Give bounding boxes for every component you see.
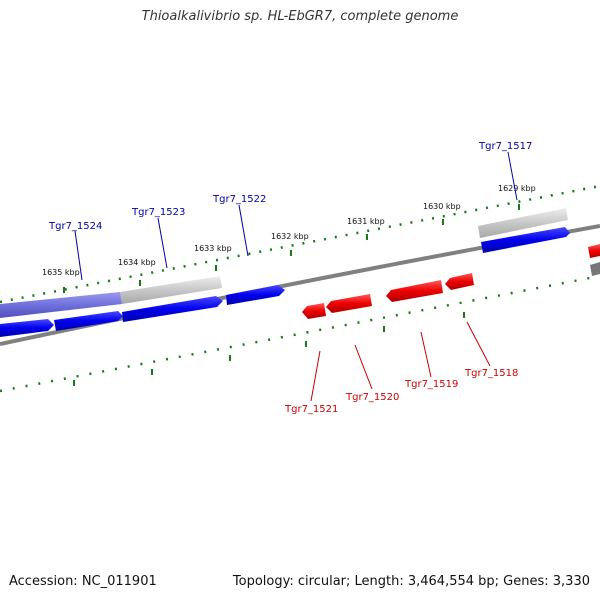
ruler-label: 1634 kbp: [118, 258, 156, 267]
ruler-label: 1629 kbp: [498, 184, 536, 193]
gene-label: Tgr7_1517: [478, 141, 532, 152]
gene-shade-grey-1: [478, 208, 568, 238]
gene-label: Tgr7_1523: [131, 207, 185, 218]
ruler-labels: 1629 kbp 1630 kbp 1631 kbp 1632 kbp 1633…: [42, 184, 536, 277]
gene-tgr7-1523: [122, 296, 223, 322]
gene-tgr7-1518: [445, 273, 474, 290]
gene-edge-right: [588, 244, 600, 258]
gene-edge-grey: [590, 262, 600, 276]
gene-label: Tgr7_1520: [345, 392, 399, 403]
genome-title: Thioalkalivibrio sp. HL-EbGR7, complete …: [141, 9, 459, 24]
gene-fragment-left: [0, 319, 54, 337]
ruler-label: 1631 kbp: [347, 217, 385, 226]
gene-tgr7-1522: [226, 285, 285, 305]
gene-label: Tgr7_1522: [212, 194, 266, 205]
gene-label: Tgr7_1524: [48, 221, 102, 232]
major-ticks: [63, 204, 520, 386]
gene-tgr7-1519: [386, 280, 443, 302]
gene-label: Tgr7_1518: [464, 368, 518, 379]
genome-summary-text: Topology: circular; Length: 3,464,554 bp…: [232, 574, 590, 589]
gene-tgr7-1524: [54, 311, 123, 331]
forward-gene-labels: Tgr7_1517 Tgr7_1522 Tgr7_1523 Tgr7_1524: [48, 141, 532, 281]
gene-tgr7-1521: [302, 303, 326, 319]
ruler-label: 1632 kbp: [271, 232, 309, 241]
forward-genes: [0, 208, 600, 337]
reverse-genes: [302, 273, 474, 319]
gene-tgr7-1517: [481, 227, 570, 253]
gene-tgr7-1520: [326, 294, 372, 313]
gene-label: Tgr7_1521: [284, 404, 338, 415]
ruler-label: 1630 kbp: [423, 202, 461, 211]
gene-label: Tgr7_1519: [404, 379, 458, 390]
gene-shade-grey-2: [120, 276, 222, 304]
gene-shade-purple: [0, 292, 122, 318]
accession-text: Accession: NC_011901: [9, 574, 157, 589]
ruler-label: 1635 kbp: [42, 268, 80, 277]
reverse-gene-labels: Tgr7_1518 Tgr7_1519 Tgr7_1520 Tgr7_1521: [284, 321, 518, 415]
ruler-label: 1633 kbp: [194, 244, 232, 253]
